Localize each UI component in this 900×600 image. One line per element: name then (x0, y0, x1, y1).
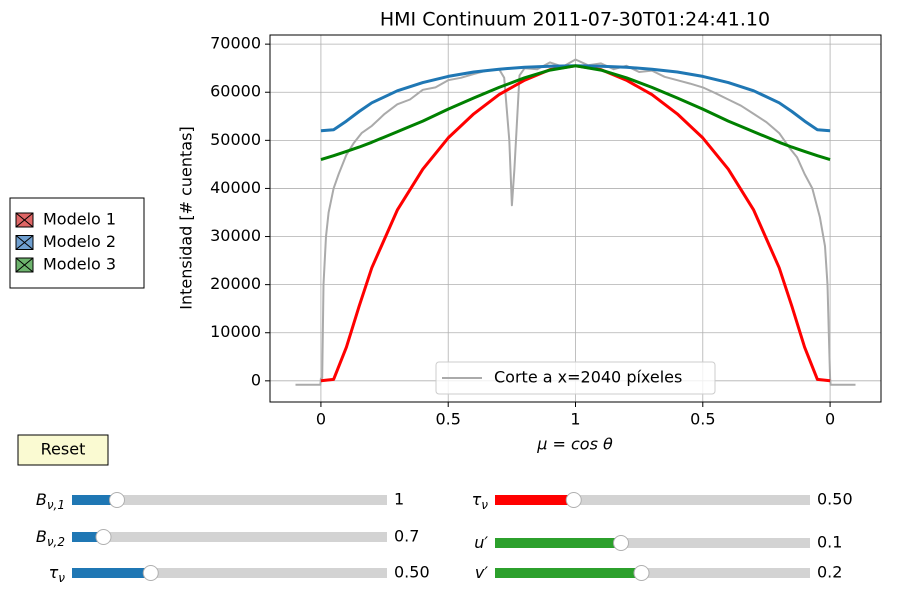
slider-fill[interactable] (72, 495, 117, 505)
x-axis-label: μ = cos θ (536, 435, 613, 454)
slider-value: 1 (394, 490, 404, 509)
y-tick-label: 0 (251, 370, 261, 389)
slider-symbol: u′ (474, 533, 488, 552)
slider-fill[interactable] (495, 495, 574, 505)
slider-handle[interactable] (142, 565, 159, 581)
check-buttons[interactable]: Modelo 1 Modelo 2 Modelo 3 (9, 197, 145, 289)
y-tick-label: 30000 (210, 226, 261, 245)
slider-fill[interactable] (72, 568, 151, 578)
slider-handle[interactable] (633, 565, 650, 581)
slider-track[interactable] (495, 568, 810, 578)
series-line (320, 64, 831, 162)
x-tick-label: 0.5 (690, 410, 715, 429)
slider-value: 0.7 (394, 527, 419, 546)
check-label[interactable]: Modelo 1 (43, 210, 116, 229)
slider-symbol: τ (49, 563, 59, 582)
slider-value: 0.1 (817, 533, 842, 552)
check-label[interactable]: Modelo 3 (43, 255, 116, 274)
slider-label: Bν,2 (36, 527, 65, 549)
slider-value: 0.50 (817, 490, 853, 509)
check-mark[interactable] (15, 235, 34, 250)
slider-label: τν (472, 490, 489, 512)
y-tick-label: 10000 (210, 322, 261, 341)
legend: Corte a x=2040 píxeles (435, 361, 716, 395)
check-label[interactable]: Modelo 2 (43, 232, 116, 251)
y-tick-label: 50000 (210, 130, 261, 149)
slider-handle[interactable] (565, 492, 582, 508)
plot-lines (295, 58, 856, 386)
y-tick-label: 20000 (210, 274, 261, 293)
slider[interactable]: v′ 0.2 (475, 563, 843, 582)
slider[interactable]: τν 0.50 (49, 563, 430, 585)
slider-fill[interactable] (495, 538, 621, 548)
slider-subscript: ν (481, 498, 488, 512)
slider-handle[interactable] (109, 492, 125, 508)
reset-button-box[interactable] (17, 434, 109, 466)
slider-track[interactable] (72, 568, 387, 578)
grid (270, 35, 881, 402)
legend-label: Corte a x=2040 píxeles (494, 368, 682, 387)
slider[interactable]: Bν,1 1 (36, 490, 404, 512)
slider-label: v′ (475, 563, 488, 582)
slider-track[interactable] (495, 538, 810, 548)
slider-fill[interactable] (495, 568, 642, 578)
check-mark[interactable] (15, 257, 34, 273)
slider-label: τν (49, 563, 66, 585)
slider-subscript: ν,2 (47, 535, 65, 549)
check-mark[interactable] (15, 212, 34, 228)
x-tick-label: 0 (825, 410, 835, 429)
slider-symbol: B (36, 490, 47, 509)
slider-symbol: B (36, 527, 47, 546)
slider-track[interactable] (72, 495, 387, 505)
reset-button[interactable]: Reset (17, 434, 109, 466)
slider-symbol: v′ (475, 563, 488, 582)
slider-track[interactable] (72, 532, 387, 542)
legend-box (435, 361, 716, 395)
slider-value: 0.50 (394, 563, 430, 582)
ticks: 0 10000 20000 30000 40000 50000 60000 70000 0 0.5… (210, 34, 835, 429)
x-tick-label: 0.5 (435, 410, 460, 429)
slider-fill[interactable] (72, 532, 104, 542)
reset-button-label[interactable]: Reset (41, 440, 86, 459)
x-tick-label: 1 (570, 410, 580, 429)
slider-label: u′ (474, 533, 488, 552)
slider[interactable]: τν 0.50 (472, 490, 853, 512)
x-tick-label: 0 (316, 410, 326, 429)
y-axis-label: Intensidad [# cuentas] (177, 126, 196, 309)
slider[interactable]: Bν,2 0.7 (36, 527, 420, 549)
y-tick-label: 70000 (210, 34, 261, 53)
slider-handle[interactable] (613, 535, 629, 551)
slider-subscript: ν,1 (47, 498, 65, 512)
slider[interactable]: u′ 0.1 (474, 533, 842, 552)
y-tick-label: 60000 (210, 82, 261, 101)
chart-title: HMI Continuum 2011-07-30T01:24:41.10 (380, 9, 770, 31)
slider-track[interactable] (495, 495, 810, 505)
y-tick-label: 40000 (210, 178, 261, 197)
slider-handle[interactable] (95, 529, 112, 545)
slider-subscript: ν (58, 571, 65, 585)
slider-value: 0.2 (817, 563, 842, 582)
slider-label: Bν,1 (36, 490, 65, 512)
slider-symbol: τ (472, 490, 482, 509)
